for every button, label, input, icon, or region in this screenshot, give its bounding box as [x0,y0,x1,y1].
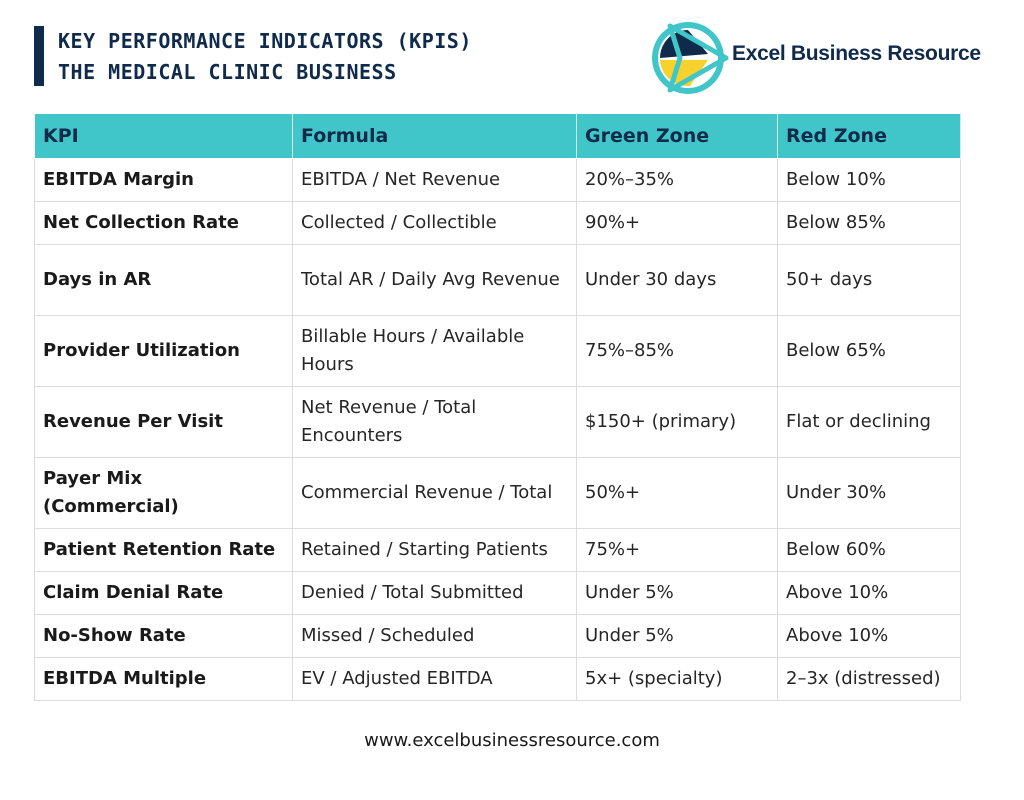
green-zone-cell: Under 5% [576,614,778,658]
green-zone-cell: 90%+ [576,201,778,245]
table-row: Provider Utilization Billable Hours / Av… [34,315,961,387]
table-row: EBITDA Multiple EV / Adjusted EBITDA 5x+… [34,657,961,701]
column-header-kpi: KPI [34,113,293,159]
footer-website-url: www.excelbusinessresource.com [364,730,660,751]
table-row: No-Show Rate Missed / Scheduled Under 5%… [34,614,961,658]
column-header-red-zone: Red Zone [777,113,961,159]
column-header-formula: Formula [292,113,577,159]
formula-cell: Net Revenue / Total Encounters [292,386,577,458]
green-zone-cell: 75%+ [576,528,778,572]
green-zone-cell: 75%–85% [576,315,778,387]
kpi-table: KPI Formula Green Zone Red Zone EBITDA M… [34,113,961,701]
formula-cell: Denied / Total Submitted [292,571,577,615]
title-line-1: KEY PERFORMANCE INDICATORS (KPIS) [58,29,472,53]
kpi-name-cell: Revenue Per Visit [34,386,293,458]
title-line-2: THE MEDICAL CLINIC BUSINESS [58,60,397,84]
kpi-name-cell: EBITDA Multiple [34,657,293,701]
formula-cell: Retained / Starting Patients [292,528,577,572]
red-zone-cell: Flat or declining [777,386,961,458]
table-row: Patient Retention Rate Retained / Starti… [34,528,961,572]
green-zone-cell: Under 30 days [576,244,778,316]
column-header-green-zone: Green Zone [576,113,778,159]
red-zone-cell: Below 85% [777,201,961,245]
excel-business-resource-logo-icon [652,22,729,94]
formula-cell: EBITDA / Net Revenue [292,158,577,202]
red-zone-cell: Below 65% [777,315,961,387]
brand-name: Excel Business Resource [732,42,981,65]
red-zone-cell: Above 10% [777,614,961,658]
table-row: EBITDA Margin EBITDA / Net Revenue 20%–3… [34,158,961,202]
formula-cell: Missed / Scheduled [292,614,577,658]
formula-cell: Collected / Collectible [292,201,577,245]
kpi-name-cell: Days in AR [34,244,293,316]
kpi-name-cell: Net Collection Rate [34,201,293,245]
kpi-name-cell: Provider Utilization [34,315,293,387]
formula-cell: Commercial Revenue / Total [292,457,577,529]
kpi-name-cell: Payer Mix (Commercial) [34,457,293,529]
red-zone-cell: 2–3x (distressed) [777,657,961,701]
red-zone-cell: Below 10% [777,158,961,202]
kpi-name-cell: Claim Denial Rate [34,571,293,615]
red-zone-cell: Above 10% [777,571,961,615]
formula-cell: Billable Hours / Available Hours [292,315,577,387]
kpi-name-cell: No-Show Rate [34,614,293,658]
green-zone-cell: $150+ (primary) [576,386,778,458]
brand-logo: Excel Business Resource [650,18,990,98]
red-zone-cell: Under 30% [777,457,961,529]
page-title: KEY PERFORMANCE INDICATORS (KPIS) THE ME… [58,26,472,88]
green-zone-cell: Under 5% [576,571,778,615]
table-row: Revenue Per Visit Net Revenue / Total En… [34,386,961,458]
kpi-name-cell: EBITDA Margin [34,158,293,202]
title-accent-bar [34,26,44,86]
table-row: Payer Mix (Commercial) Commercial Revenu… [34,457,961,529]
kpi-name-cell: Patient Retention Rate [34,528,293,572]
table-row: Days in AR Total AR / Daily Avg Revenue … [34,244,961,316]
green-zone-cell: 50%+ [576,457,778,529]
formula-cell: Total AR / Daily Avg Revenue [292,244,577,316]
green-zone-cell: 5x+ (specialty) [576,657,778,701]
red-zone-cell: 50+ days [777,244,961,316]
table-row: Net Collection Rate Collected / Collecti… [34,201,961,245]
formula-cell: EV / Adjusted EBITDA [292,657,577,701]
red-zone-cell: Below 60% [777,528,961,572]
green-zone-cell: 20%–35% [576,158,778,202]
table-row: Claim Denial Rate Denied / Total Submitt… [34,571,961,615]
table-header-row: KPI Formula Green Zone Red Zone [34,113,961,159]
